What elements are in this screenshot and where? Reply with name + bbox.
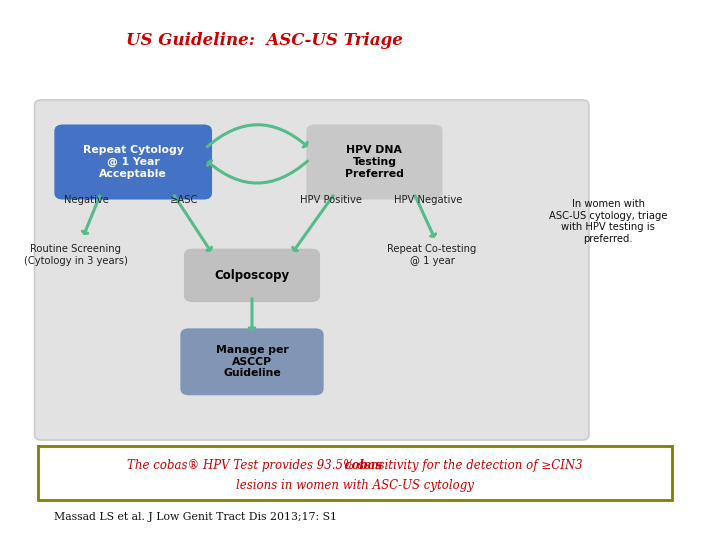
- Text: HPV Positive: HPV Positive: [300, 195, 362, 206]
- Text: Repeat Co-testing
@ 1 year: Repeat Co-testing @ 1 year: [387, 244, 477, 266]
- Text: Repeat Cytology
@ 1 Year
Acceptable: Repeat Cytology @ 1 Year Acceptable: [83, 145, 184, 179]
- Text: cobas: cobas: [328, 459, 382, 472]
- FancyBboxPatch shape: [180, 328, 323, 395]
- Text: HPV DNA
Testing
Preferred: HPV DNA Testing Preferred: [345, 145, 404, 179]
- FancyBboxPatch shape: [38, 446, 672, 500]
- Text: The cobas® HPV Test provides 93.5% sensitivity for the detection of ≥CIN3: The cobas® HPV Test provides 93.5% sensi…: [127, 459, 582, 472]
- Text: lesions in women with ASC-US cytology: lesions in women with ASC-US cytology: [236, 480, 474, 492]
- Text: HPV Negative: HPV Negative: [395, 195, 462, 206]
- FancyBboxPatch shape: [55, 125, 212, 200]
- FancyBboxPatch shape: [184, 248, 320, 302]
- Text: US Guideline:  ASC-US Triage: US Guideline: ASC-US Triage: [126, 32, 403, 49]
- Text: In women with
ASC-US cytology, triage
with HPV testing is
preferred.: In women with ASC-US cytology, triage wi…: [549, 199, 667, 244]
- Text: Massad LS et al. J Low Genit Tract Dis 2013;17: S1: Massad LS et al. J Low Genit Tract Dis 2…: [54, 512, 337, 522]
- FancyBboxPatch shape: [307, 125, 442, 200]
- Text: Colposcopy: Colposcopy: [215, 269, 289, 282]
- Text: Manage per
ASCCP
Guideline: Manage per ASCCP Guideline: [215, 345, 289, 379]
- Text: Negative: Negative: [64, 195, 109, 206]
- Text: ≥ASC: ≥ASC: [169, 195, 198, 206]
- Text: Routine Screening
(Cytology in 3 years): Routine Screening (Cytology in 3 years): [24, 244, 127, 266]
- FancyBboxPatch shape: [35, 100, 589, 440]
